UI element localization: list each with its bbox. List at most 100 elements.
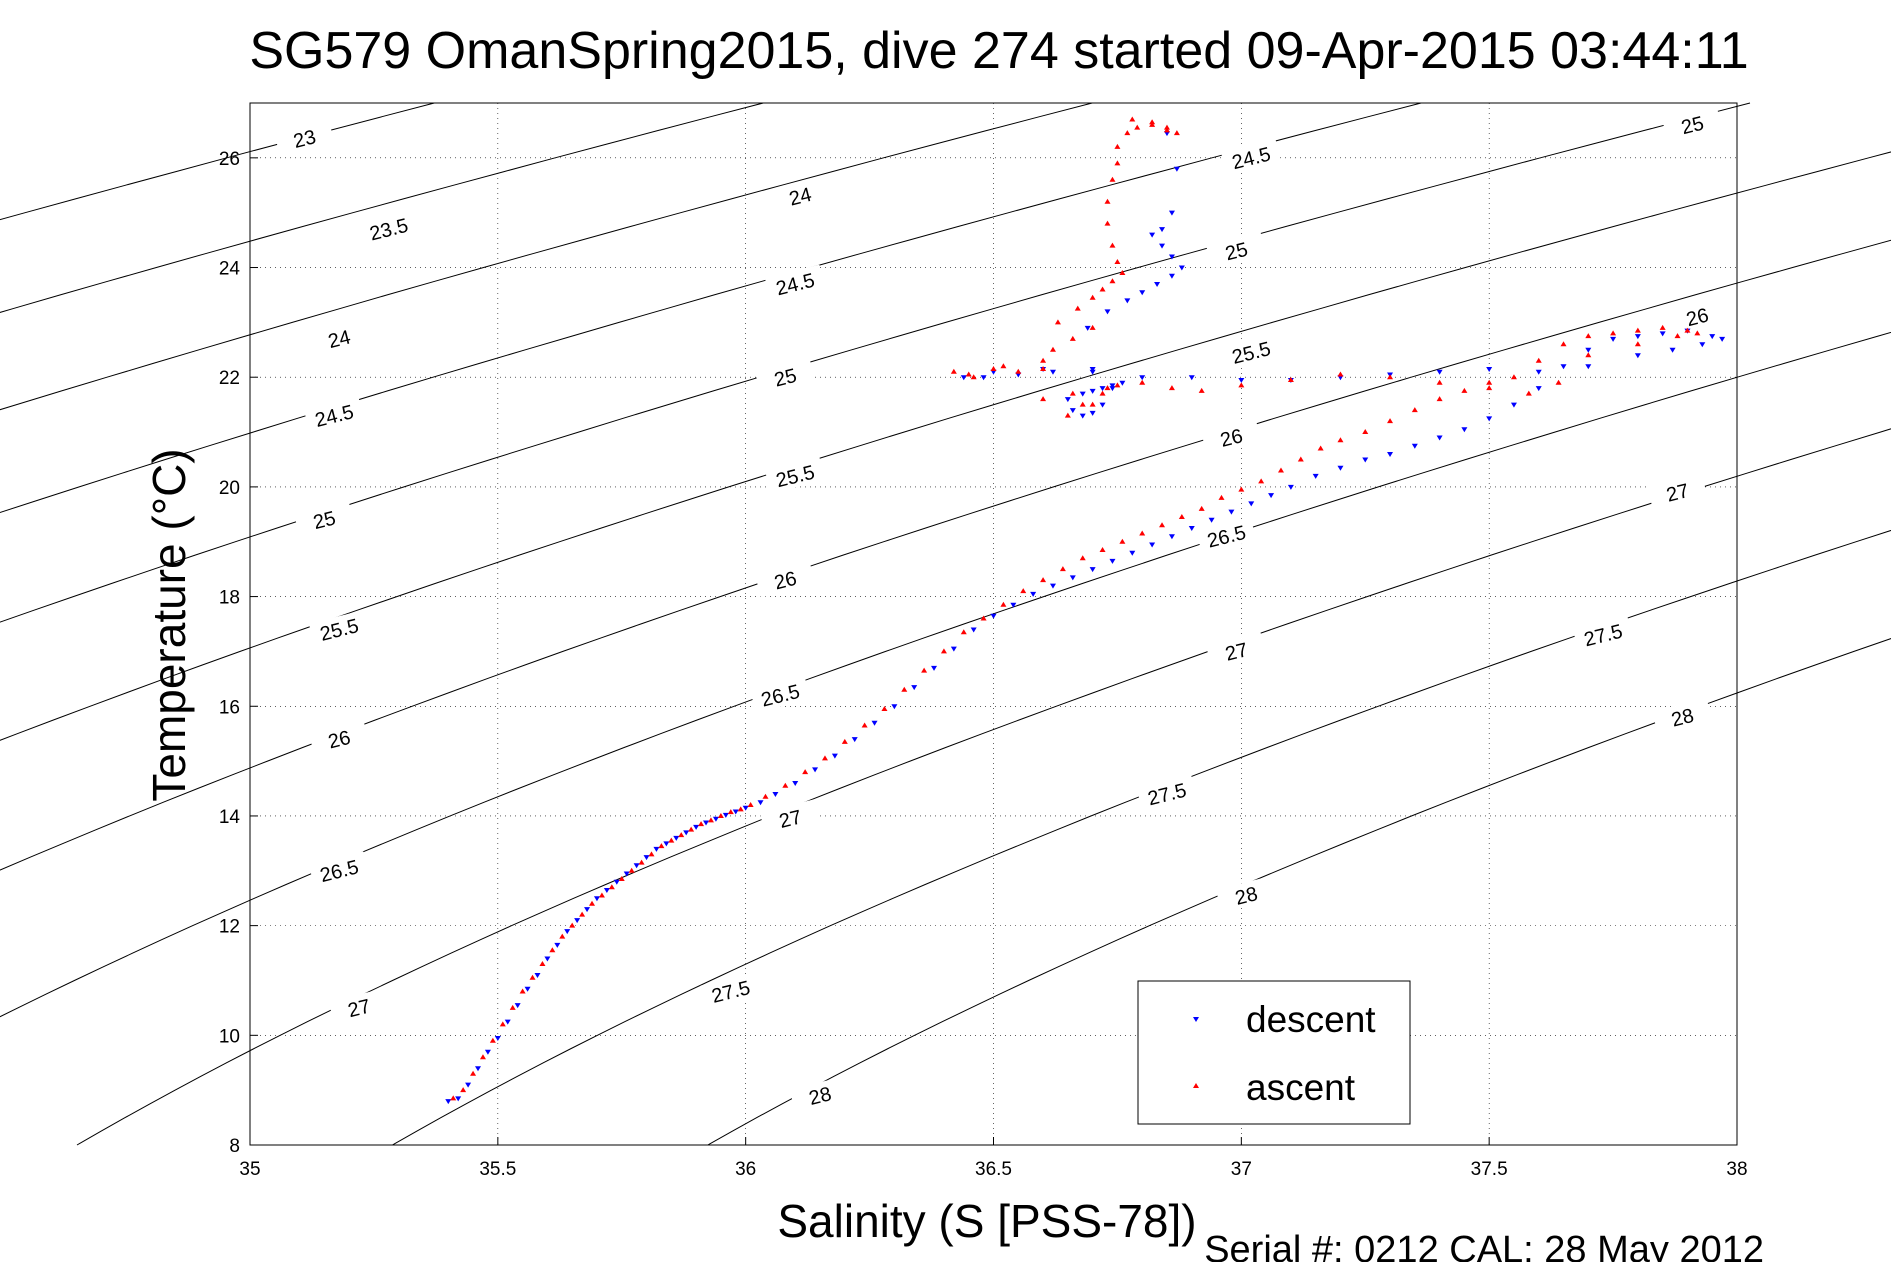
ascent-point [688, 826, 695, 832]
x-tick-label: 36.5 [975, 1159, 1012, 1180]
contour-label-background [1652, 697, 1713, 735]
ascent-point [638, 859, 645, 865]
ascent-point [1297, 456, 1304, 462]
descent-point [831, 753, 838, 759]
ascent-point [717, 812, 724, 818]
x-axis-label: Salinity (S [PSS-78]) [777, 1195, 1196, 1247]
ascent-point [539, 961, 546, 967]
y-tick-label: 8 [229, 1136, 240, 1157]
descent-point [1337, 465, 1344, 471]
descent-point [613, 879, 620, 885]
descent-point [1585, 364, 1592, 370]
sigma-contour-24 [0, 102, 1093, 411]
ascent-point [1109, 176, 1116, 182]
y-tick-label: 16 [219, 697, 240, 718]
contour-label-background [789, 1076, 850, 1114]
descent-point [1149, 542, 1156, 548]
descent-point [693, 824, 700, 830]
ascent-point [1040, 396, 1047, 402]
ascent-point [1436, 396, 1443, 402]
descent-point [1084, 325, 1091, 331]
descent-point [1535, 386, 1542, 392]
contour-label: 28 [1233, 883, 1260, 910]
contour-label: 27 [1223, 639, 1250, 666]
descent-point [494, 1036, 501, 1042]
contour-label: 25 [772, 365, 799, 392]
descent-point [722, 812, 729, 818]
ascent-point [1079, 401, 1086, 407]
contour-label-background [308, 319, 370, 357]
ascent-point [1178, 514, 1185, 520]
data-points [445, 116, 1726, 1105]
contour-label-background [759, 799, 821, 837]
ascent-point [598, 892, 605, 898]
ascent-point [549, 947, 556, 953]
ascent-point [1015, 368, 1022, 374]
ascent-point [1168, 385, 1175, 391]
contour-label-background [1220, 138, 1282, 176]
descent-point [1099, 386, 1106, 392]
ascent-point [1020, 588, 1027, 594]
descent-point [1436, 435, 1443, 441]
descent-point [1178, 265, 1185, 271]
descent-point [1461, 427, 1468, 433]
descent-point [1030, 591, 1037, 597]
ascent-point [1585, 352, 1592, 358]
ascent-point [1173, 130, 1180, 136]
ascent-point [509, 1004, 516, 1010]
ascent-point [1079, 555, 1086, 561]
contour-label-background [1662, 105, 1723, 143]
descent-point [574, 918, 581, 924]
ascent-point [460, 1087, 467, 1093]
contour-label-background [1647, 472, 1708, 510]
ascent-point [628, 867, 635, 873]
ascent-point [618, 876, 625, 882]
descent-point [732, 809, 739, 815]
descent-point [1109, 386, 1116, 392]
grid-lines [250, 103, 1737, 1145]
ascent-point [589, 900, 596, 906]
descent-point [1585, 347, 1592, 353]
descent-point [871, 720, 878, 726]
ascent-point [1069, 335, 1076, 341]
ascent-point [1387, 418, 1394, 424]
ascent-point [1119, 270, 1126, 276]
ascent-point [678, 832, 685, 838]
ascent-point [1064, 412, 1071, 418]
descent-point [950, 646, 957, 652]
ascent-point [470, 1070, 477, 1076]
descent-point [1159, 227, 1166, 233]
ascent-point [479, 1054, 486, 1060]
descent-point [554, 942, 561, 948]
ascent-point [1069, 390, 1076, 396]
contour-label-background [274, 119, 335, 157]
contour-label: 28 [807, 1083, 834, 1110]
contour-label-background [358, 209, 419, 247]
descent-point [1188, 375, 1195, 381]
descent-point [1669, 347, 1676, 353]
ascent-point [1198, 387, 1205, 393]
sigma-contour-23.5 [0, 102, 764, 313]
ascent-point [1054, 319, 1061, 325]
descent-point [1168, 254, 1175, 260]
ascent-point [1104, 385, 1111, 391]
ascent-point [1198, 505, 1205, 511]
ascent-point [707, 817, 714, 823]
contour-label-background [769, 176, 831, 214]
ascent-point [821, 755, 828, 761]
ascent-point [737, 806, 744, 812]
ascent-point [980, 615, 987, 621]
y-tick-label: 14 [219, 807, 241, 828]
descent-point [1436, 369, 1443, 375]
ascent-point [1139, 379, 1146, 385]
ascent-point [1059, 566, 1066, 572]
contour-label-background [755, 357, 816, 395]
contour-label: 26 [1684, 304, 1711, 331]
ascent-point [1525, 390, 1532, 396]
descent-point [891, 704, 898, 710]
descent-point [653, 846, 660, 852]
ascent-point [1436, 379, 1443, 385]
descent-point [683, 830, 690, 836]
ascent-point [1510, 374, 1517, 380]
contour-label: 25 [311, 507, 338, 534]
